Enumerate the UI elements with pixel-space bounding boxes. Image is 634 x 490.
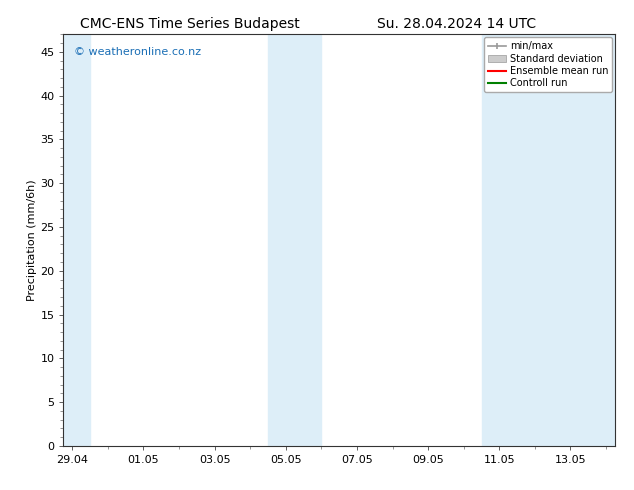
Text: © weatheronline.co.nz: © weatheronline.co.nz — [74, 47, 202, 57]
Bar — [63, 34, 90, 446]
Bar — [535, 34, 615, 446]
Bar — [482, 34, 535, 446]
Legend: min/max, Standard deviation, Ensemble mean run, Controll run: min/max, Standard deviation, Ensemble me… — [484, 37, 612, 92]
Bar — [268, 34, 321, 446]
Y-axis label: Precipitation (mm/6h): Precipitation (mm/6h) — [27, 179, 37, 301]
Text: Su. 28.04.2024 14 UTC: Su. 28.04.2024 14 UTC — [377, 17, 536, 31]
Text: CMC-ENS Time Series Budapest: CMC-ENS Time Series Budapest — [81, 17, 300, 31]
